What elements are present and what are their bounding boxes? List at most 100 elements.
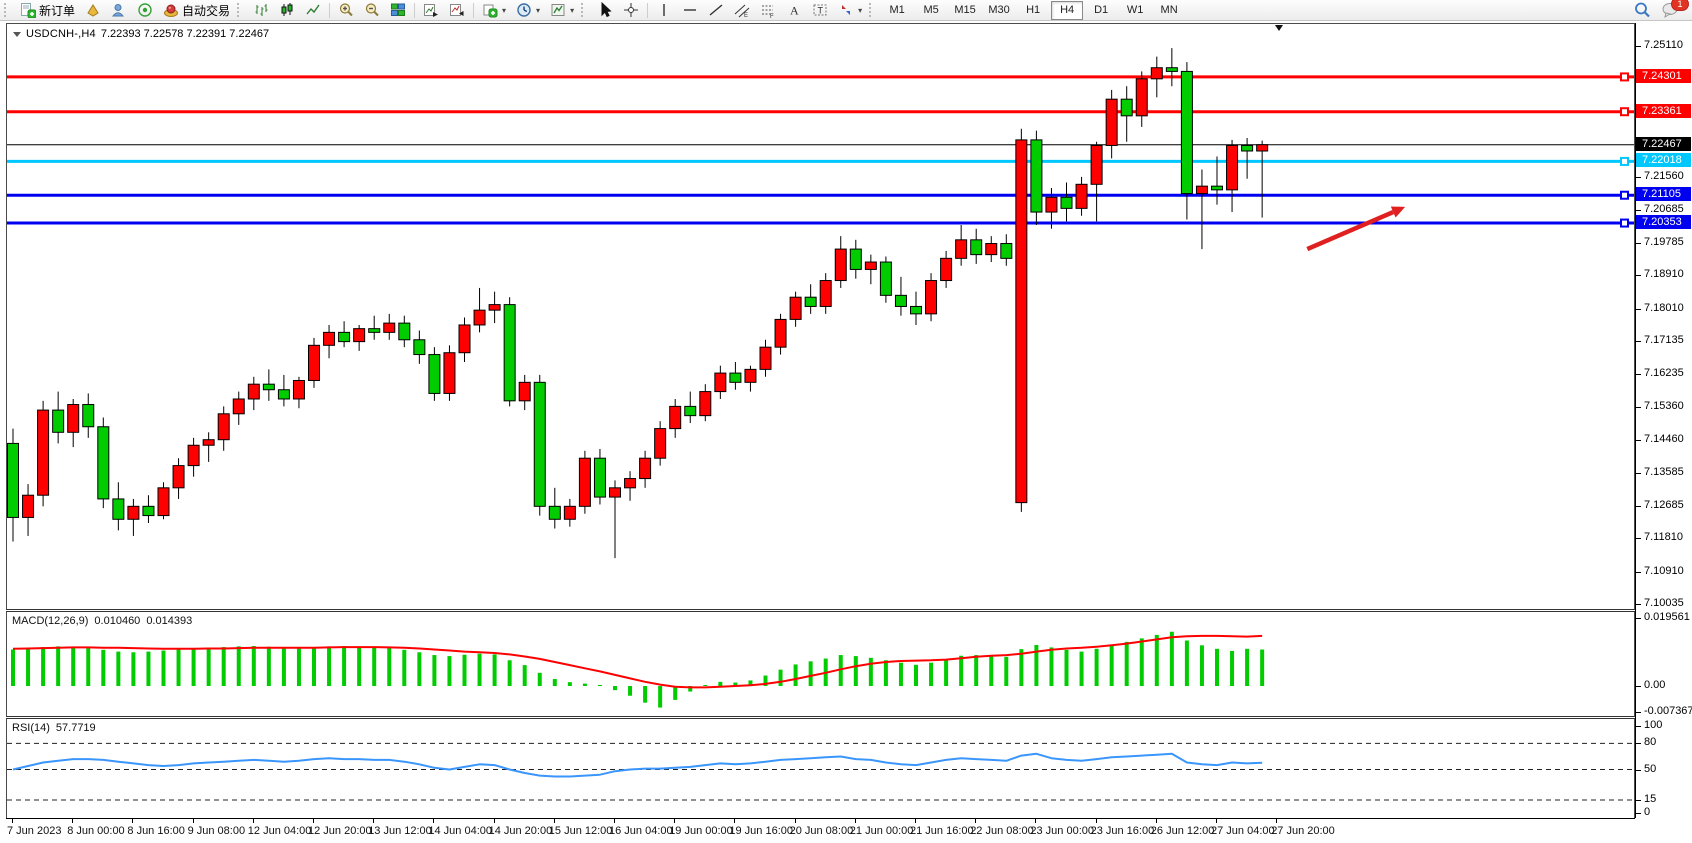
crosshair-button[interactable] — [618, 0, 644, 21]
search-button[interactable] — [1628, 0, 1656, 21]
price-level-tag[interactable]: 7.24301 — [1636, 68, 1691, 83]
candle-down — [548, 505, 561, 520]
timeframe-M5[interactable]: M5 — [923, 4, 939, 16]
timeframe-MN[interactable]: MN — [1160, 4, 1178, 16]
horizontal-line-button[interactable] — [677, 0, 703, 21]
candle-up — [217, 413, 230, 441]
candle-up — [654, 428, 667, 459]
add-indicator-button[interactable]: ▾ — [477, 0, 511, 21]
candle-down — [1030, 139, 1043, 213]
price-level-tag[interactable]: 7.22467 — [1636, 136, 1691, 151]
candle-up — [985, 243, 998, 256]
timeframe-M1[interactable]: M1 — [889, 4, 905, 16]
price-level-tag[interactable]: 7.23361 — [1636, 103, 1691, 118]
rsi-tick — [1636, 743, 1641, 745]
main-toolbar: 新订单 自动交易 — [0, 0, 1692, 21]
price-tick-label: 7.19785 — [1644, 236, 1684, 249]
macd-tick-label: -0.007367 — [1644, 704, 1692, 717]
price-level-tag[interactable]: 7.21105 — [1636, 187, 1691, 202]
timeframe-W1[interactable]: W1 — [1126, 4, 1144, 16]
vertical-line-icon — [663, 4, 665, 16]
candle-up — [578, 457, 591, 507]
cursor-icon — [601, 2, 612, 18]
time-tick-label: 23 Jun 16:00 — [1090, 825, 1155, 837]
time-tick-label: 19 Jun 16:00 — [729, 825, 794, 837]
price-level-tag[interactable]: 7.20353 — [1636, 215, 1691, 230]
price-axis[interactable]: 7.25110 7.21560 7.20685 7.19785 7.18910 7.180… — [1635, 23, 1692, 818]
candle-up — [699, 391, 712, 417]
templates-icon — [551, 4, 565, 16]
price-tick-label: 7.20685 — [1644, 202, 1684, 215]
fibonacci-button[interactable]: F — [755, 0, 781, 21]
toolbar-grip[interactable] — [4, 3, 11, 17]
timeframe-M15[interactable]: M15 — [954, 4, 976, 16]
time-tick — [12, 819, 13, 823]
notifications-button[interactable]: 1 — [1656, 0, 1689, 21]
price-tick-label: 7.16235 — [1644, 367, 1684, 380]
timeframe-D1[interactable]: D1 — [1094, 4, 1109, 16]
text-label-button[interactable]: T — [807, 0, 833, 21]
price-level-tag[interactable]: 7.22018 — [1636, 153, 1691, 168]
candle-up — [473, 309, 486, 326]
level-end-marker[interactable] — [1620, 72, 1629, 82]
time-tick — [373, 819, 375, 823]
time-tick — [915, 819, 916, 823]
period-clock-button[interactable]: ▾ — [511, 0, 545, 21]
candle-down — [7, 442, 19, 518]
cursor-button[interactable] — [592, 0, 618, 21]
trend-line-button[interactable] — [703, 0, 729, 21]
navigator-button[interactable] — [132, 0, 158, 21]
rsi-pane[interactable]: RSI(14) 57.7719 — [6, 719, 1635, 818]
level-end-marker[interactable] — [1620, 218, 1629, 228]
vertical-line-button[interactable] — [651, 0, 677, 21]
tile-windows-button[interactable] — [385, 0, 411, 21]
toolbar-grip[interactable] — [869, 3, 876, 17]
pane-splitter[interactable] — [6, 716, 1635, 719]
equidistant-channel-icon: E — [734, 4, 750, 18]
level-end-marker[interactable] — [1620, 190, 1629, 200]
bar-chart-button[interactable] — [248, 0, 274, 21]
candle-up — [353, 328, 366, 343]
arrange-profiles-button[interactable] — [418, 0, 444, 21]
macd-pane[interactable]: MACD(12,26,9) 0.010460 0.014393 — [6, 612, 1635, 716]
period-clock-icon — [517, 3, 531, 17]
zoom-in-button[interactable] — [333, 0, 359, 21]
candle-down — [398, 322, 411, 341]
annotation-arrow-shaft[interactable] — [1306, 209, 1395, 252]
time-axis[interactable]: 7 Jun 2023 8 Jun 00:00 8 Jun 16:00 9 Jun 08… — [6, 818, 1635, 843]
timeframe-M30[interactable]: M30 — [988, 4, 1010, 16]
data-window-button[interactable] — [106, 0, 132, 21]
search-icon — [1635, 2, 1650, 18]
auto-trading-button[interactable]: 自动交易 — [158, 0, 235, 21]
timeframe-H4[interactable]: H4 — [1051, 0, 1084, 20]
timeframe-H1[interactable]: H1 — [1026, 4, 1041, 16]
templates-button[interactable]: ▾ — [545, 0, 579, 21]
chevron-down-icon[interactable] — [13, 31, 21, 37]
equidistant-channel-button[interactable]: E — [729, 0, 755, 21]
chevron-down-icon: ▾ — [570, 5, 575, 15]
candlestick-chart-button[interactable] — [274, 0, 300, 21]
zoom-out-button[interactable] — [359, 0, 385, 21]
market-watch-button[interactable] — [80, 0, 106, 21]
toolbar-grip[interactable] — [237, 3, 244, 17]
new-order-button[interactable]: 新订单 — [15, 0, 80, 21]
annotation-arrow-head[interactable] — [1390, 206, 1406, 218]
arrows-button[interactable]: ▾ — [833, 0, 867, 21]
text-button[interactable]: A — [781, 0, 807, 21]
time-tick-label: 19 Jun 00:00 — [669, 825, 733, 837]
level-end-marker[interactable] — [1620, 156, 1629, 166]
toolbar-grip[interactable] — [581, 3, 588, 17]
zoom-in-icon — [339, 3, 353, 17]
line-chart-button[interactable] — [300, 0, 326, 21]
time-tick — [1216, 819, 1217, 823]
cycle-profiles-button[interactable] — [444, 0, 470, 21]
candle-up — [308, 344, 320, 381]
pane-splitter[interactable] — [6, 609, 1635, 612]
candle-down — [82, 404, 95, 428]
price-tick — [1636, 505, 1641, 507]
chart-shift-marker[interactable] — [1275, 25, 1283, 31]
price-tick — [1636, 571, 1641, 573]
level-end-marker[interactable] — [1620, 107, 1629, 117]
candle-up — [67, 404, 80, 433]
price-chart-pane[interactable]: USDCNH-,H4 7.22393 7.22578 7.22391 7.224… — [6, 23, 1635, 610]
